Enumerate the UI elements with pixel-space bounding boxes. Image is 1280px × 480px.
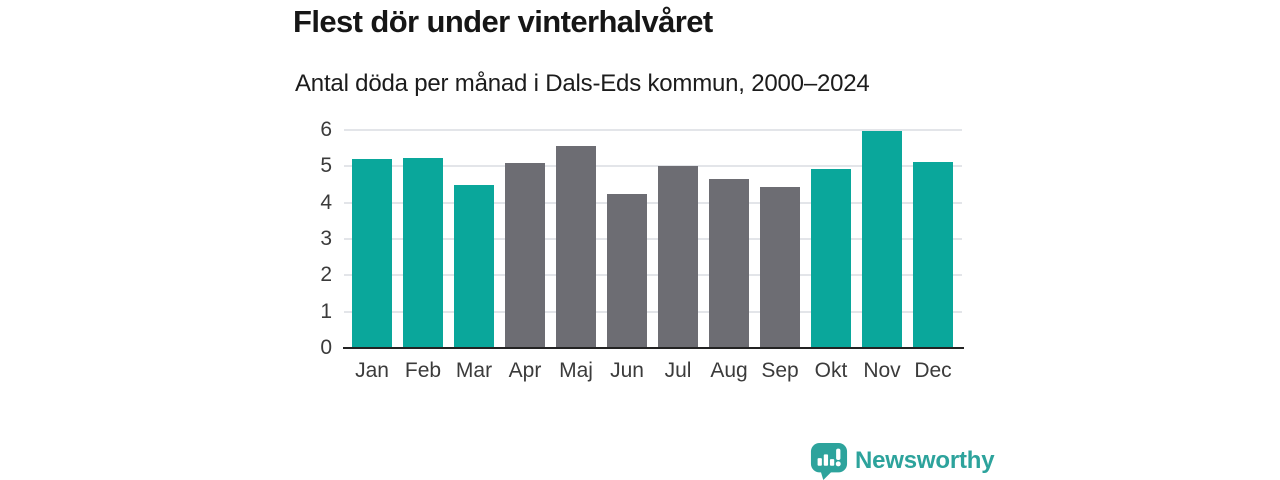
branding-wordmark: Newsworthy bbox=[855, 447, 995, 474]
chart-subtitle: Antal döda per månad i Dals-Eds kommun, … bbox=[295, 70, 870, 97]
gridline-3 bbox=[344, 238, 962, 240]
x-tick-label-maj: Maj bbox=[559, 359, 593, 382]
bar-mar bbox=[454, 185, 494, 348]
bar-dec bbox=[913, 161, 953, 348]
bar-apr bbox=[505, 163, 545, 348]
x-tick-label-jan: Jan bbox=[355, 359, 389, 382]
x-tick-label-aug: Aug bbox=[710, 359, 748, 382]
gridline-1 bbox=[344, 310, 962, 313]
x-tick-label-okt: Okt bbox=[814, 359, 848, 382]
bar-jul bbox=[658, 166, 698, 348]
bar-okt bbox=[811, 169, 851, 348]
bar-feb bbox=[403, 157, 443, 348]
plot-area: 0 1 2 3 4 5 6 Jan Feb Mar Apr Maj Jun Jul Aug Sep Okt Nov… bbox=[320, 118, 964, 382]
branding: Newsworthy bbox=[810, 442, 995, 480]
chart-title: Flest dör under vinterhalvåret bbox=[293, 4, 713, 39]
y-tick-label-5: 5 bbox=[320, 154, 332, 178]
x-tick-label-feb: Feb bbox=[404, 359, 442, 382]
y-tick-label-0: 0 bbox=[320, 336, 332, 359]
x-tick-label-mar: Mar bbox=[455, 359, 493, 382]
x-tick-label-nov: Nov bbox=[863, 359, 901, 382]
y-tick-label-4: 4 bbox=[320, 190, 332, 214]
gridline-6 bbox=[344, 129, 962, 131]
bar-sep bbox=[760, 186, 800, 348]
x-axis-line bbox=[343, 347, 964, 349]
gridline-2 bbox=[344, 274, 962, 277]
bar-maj bbox=[556, 146, 596, 348]
y-tick-label-1: 1 bbox=[320, 299, 332, 323]
newsworthy-logo-icon bbox=[810, 442, 848, 480]
gridline-4 bbox=[344, 201, 962, 204]
y-tick-label-3: 3 bbox=[320, 227, 332, 250]
gridline-5 bbox=[344, 165, 962, 168]
bar-jan bbox=[352, 159, 392, 348]
bar-nov bbox=[862, 131, 902, 348]
y-tick-label-6: 6 bbox=[320, 118, 332, 141]
bar-aug bbox=[709, 179, 749, 348]
x-tick-label-jul: Jul bbox=[664, 359, 692, 382]
x-tick-label-jun: Jun bbox=[610, 359, 644, 382]
x-tick-label-apr: Apr bbox=[508, 359, 542, 382]
y-tick-label-2: 2 bbox=[320, 263, 332, 287]
x-tick-label-sep: Sep bbox=[761, 359, 799, 382]
x-tick-label-dec: Dec bbox=[914, 359, 952, 382]
bar-jun bbox=[607, 193, 647, 348]
